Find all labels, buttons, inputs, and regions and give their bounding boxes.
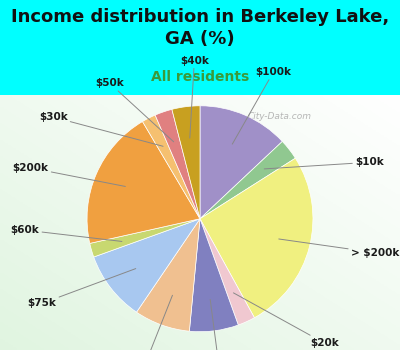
Text: $40k: $40k [180,56,209,138]
Text: $125k: $125k [204,300,240,350]
Wedge shape [200,158,313,318]
Text: Income distribution in Berkeley Lake,
GA (%): Income distribution in Berkeley Lake, GA… [11,8,389,48]
Wedge shape [142,115,200,219]
Wedge shape [200,219,254,325]
Text: > $200k: > $200k [279,239,399,258]
Text: $50k: $50k [95,78,174,142]
Wedge shape [155,109,200,219]
Wedge shape [172,106,200,219]
Text: $100k: $100k [232,67,292,144]
Wedge shape [90,219,200,257]
Text: $60k: $60k [10,225,122,242]
Text: $75k: $75k [28,268,136,308]
Text: $200k: $200k [12,163,125,187]
Text: All residents: All residents [151,70,249,84]
Text: $150k: $150k [120,295,172,350]
Text: $20k: $20k [234,293,339,348]
Text: $30k: $30k [39,112,163,146]
Wedge shape [94,219,200,312]
Wedge shape [200,106,282,219]
Text: City-Data.com: City-Data.com [248,112,312,121]
Wedge shape [136,219,200,331]
Wedge shape [189,219,238,332]
Wedge shape [200,141,295,219]
Text: $10k: $10k [264,157,384,169]
Wedge shape [87,121,200,243]
